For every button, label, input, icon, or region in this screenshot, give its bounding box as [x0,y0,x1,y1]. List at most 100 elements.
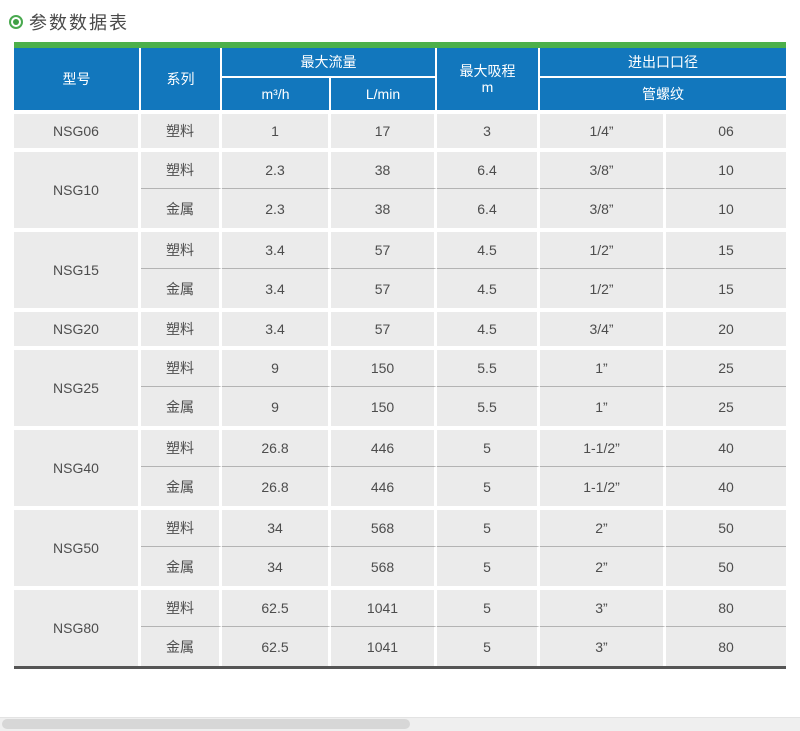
thread-cell: 1/2” [540,228,666,268]
thread-cell: 3/4” [540,308,666,346]
model-cell: NSG80 [14,586,141,666]
series-cell: 塑料 [141,148,222,188]
table-row: 金属 3.4 57 4.5 1/2” 15 [14,268,786,308]
flow-lmin-cell: 1041 [331,626,437,666]
thread-cell: 3” [540,586,666,626]
suction-cell: 5.5 [437,386,540,426]
flow-m3h-cell: 34 [222,546,331,586]
size-cell: 15 [666,228,786,268]
series-cell: 塑料 [141,308,222,346]
flow-lmin-cell: 17 [331,110,437,148]
thread-cell: 1-1/2” [540,466,666,506]
suction-cell: 5 [437,546,540,586]
max-suction-label: 最大吸程 [459,63,516,79]
thread-cell: 3” [540,626,666,666]
thread-cell: 2” [540,506,666,546]
model-cell: NSG25 [14,346,141,426]
flow-m3h-cell: 3.4 [222,268,331,308]
table-row: NSG50 塑料 34 568 5 2” 50 [14,506,786,586]
col-header-model: 型号 [14,48,141,110]
series-cell: 塑料 [141,346,222,386]
series-cell: 金属 [141,386,222,426]
flow-lmin-cell: 568 [331,546,437,586]
parameter-table: 型号 系列 最大流量 最大吸程 m 进出口口径 m³/h L/min 管螺纹 N… [14,42,786,669]
table-row: NSG06 塑料 1 17 3 1/4” 06 [14,110,786,148]
series-cell: 塑料 [141,586,222,626]
col-header-flow-m3h: m³/h [222,78,331,110]
table-row: NSG25 塑料 9 150 5.5 1” 25 [14,346,786,426]
size-cell: 40 [666,426,786,466]
size-cell: 50 [666,546,786,586]
header-row-2: m³/h L/min 管螺纹 [14,78,786,110]
table-row: 金属 34 568 5 2” 50 [14,546,786,586]
col-header-max-flow: 最大流量 [222,48,437,78]
model-cell: NSG10 [14,148,141,228]
horizontal-scrollbar[interactable] [0,717,800,731]
col-header-series: 系列 [141,48,222,110]
table-row: NSG15 塑料 3.4 57 4.5 1/2” 15 [14,228,786,308]
model-cell: NSG20 [14,308,141,346]
col-header-port-size: 进出口口径 [540,48,786,78]
flow-lmin-cell: 38 [331,148,437,188]
flow-lmin-cell: 568 [331,506,437,546]
scrollbar-thumb[interactable] [2,719,410,729]
suction-cell: 4.5 [437,308,540,346]
bullet-icon [9,15,23,29]
suction-cell: 6.4 [437,148,540,188]
series-cell: 塑料 [141,110,222,148]
size-cell: 20 [666,308,786,346]
bullet-dot [13,19,19,25]
series-cell: 金属 [141,466,222,506]
table-row: 金属 62.5 1041 5 3” 80 [14,626,786,666]
size-cell: 15 [666,268,786,308]
col-header-max-suction: 最大吸程 m [437,48,540,110]
table-accent-bar [14,42,786,48]
thread-cell: 3/8” [540,188,666,228]
table-body: NSG06 塑料 1 17 3 1/4” 06 NSG10 塑料 2.3 38 … [14,110,786,666]
size-cell: 25 [666,386,786,426]
size-cell: 10 [666,148,786,188]
flow-lmin-cell: 1041 [331,586,437,626]
page-title: 参数数据表 [29,13,129,33]
flow-m3h-cell: 9 [222,386,331,426]
flow-lmin-cell: 57 [331,268,437,308]
table-row: NSG40 塑料 26.8 446 5 1-1/2” 40 [14,426,786,506]
suction-cell: 5 [437,426,540,466]
flow-lmin-cell: 38 [331,188,437,228]
model-cell: NSG15 [14,228,141,308]
flow-m3h-cell: 26.8 [222,426,331,466]
series-cell: 金属 [141,268,222,308]
size-cell: 40 [666,466,786,506]
thread-cell: 1” [540,346,666,386]
flow-m3h-cell: 1 [222,110,331,148]
thread-cell: 1/4” [540,110,666,148]
series-cell: 金属 [141,188,222,228]
series-cell: 金属 [141,626,222,666]
flow-m3h-cell: 62.5 [222,626,331,666]
size-cell: 25 [666,346,786,386]
flow-lmin-cell: 150 [331,346,437,386]
flow-lmin-cell: 446 [331,466,437,506]
suction-cell: 5 [437,506,540,546]
size-cell: 80 [666,626,786,666]
flow-m3h-cell: 34 [222,506,331,546]
table-row: NSG80 塑料 62.5 1041 5 3” 80 [14,586,786,666]
table-row: 金属 26.8 446 5 1-1/2” 40 [14,466,786,506]
col-header-flow-lmin: L/min [331,78,437,110]
size-cell: 10 [666,188,786,228]
size-cell: 80 [666,586,786,626]
suction-cell: 4.5 [437,228,540,268]
size-cell: 50 [666,506,786,546]
table-header: 型号 系列 最大流量 最大吸程 m 进出口口径 m³/h L/min 管螺纹 [14,48,786,110]
suction-cell: 5.5 [437,346,540,386]
flow-m3h-cell: 9 [222,346,331,386]
flow-m3h-cell: 62.5 [222,586,331,626]
model-cell: NSG50 [14,506,141,586]
flow-m3h-cell: 2.3 [222,148,331,188]
thread-cell: 2” [540,546,666,586]
series-cell: 塑料 [141,426,222,466]
series-cell: 金属 [141,546,222,586]
thread-cell: 1” [540,386,666,426]
suction-cell: 5 [437,586,540,626]
flow-m3h-cell: 3.4 [222,228,331,268]
